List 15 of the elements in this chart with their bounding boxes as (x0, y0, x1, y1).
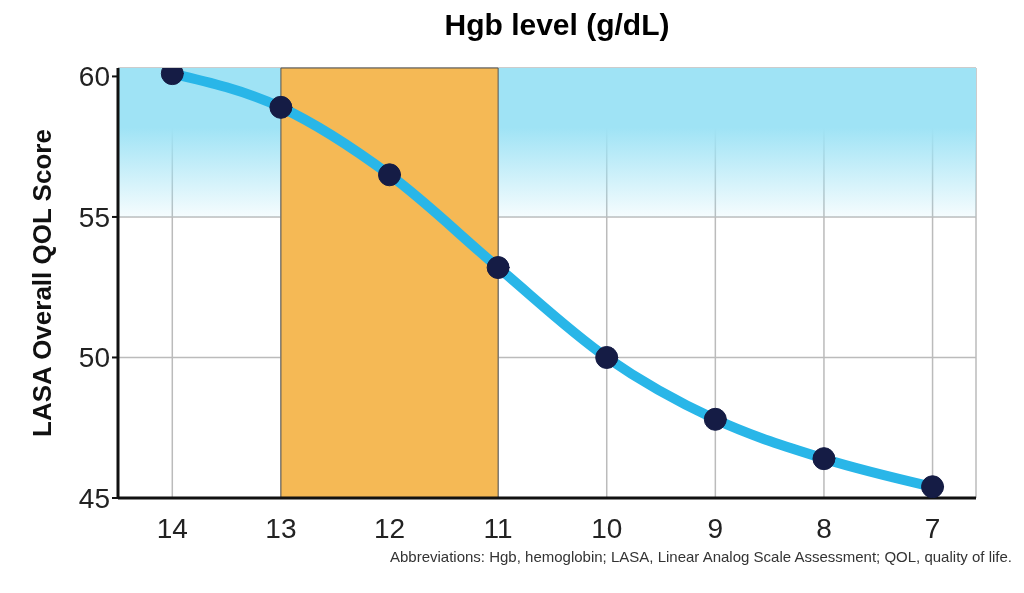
x-axis-title: Hgb level (g/dL) (443, 8, 671, 43)
x-tick-label: 7 (924, 512, 941, 544)
x-tick-label: 9 (707, 512, 724, 544)
y-tick-label: 55 (78, 201, 110, 233)
x-tick-label: 13 (265, 512, 297, 544)
x-tick-label: 14 (156, 512, 188, 544)
x-tick-label: 11 (483, 512, 513, 544)
x-tick-label: 10 (591, 512, 623, 544)
text: Abbreviations: Hgb, hemoglobin; LASA, Linear Analog Scale Assessment; QOL, quality of life. (388, 548, 1013, 565)
y-tick-label: 60 (78, 61, 110, 93)
y-axis-title: LASA Overall QOL Score (27, 129, 57, 437)
x-tick-label: 8 (816, 512, 832, 544)
y-tick-label: 50 (78, 342, 110, 374)
y-tick-label: 45 (78, 482, 110, 514)
x-tick-label: 12 (373, 512, 406, 544)
